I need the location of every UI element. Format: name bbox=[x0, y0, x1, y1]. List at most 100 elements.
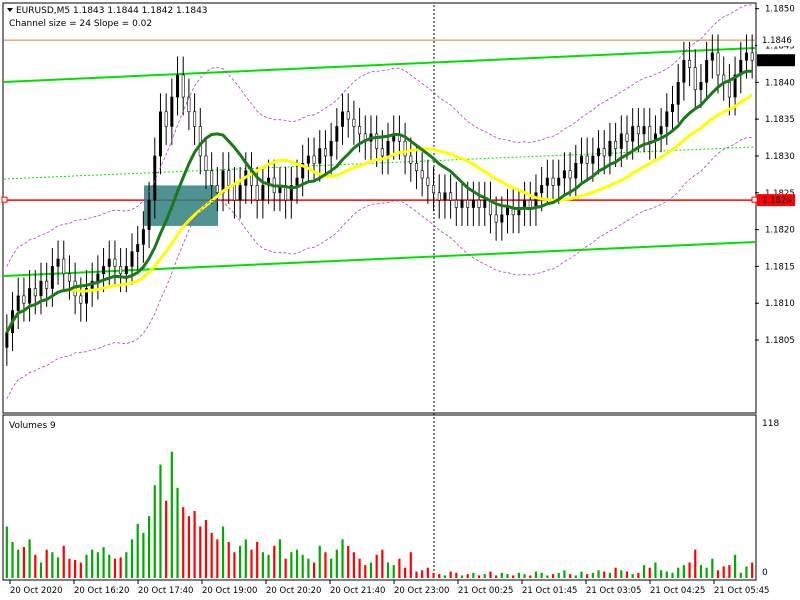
candle-body bbox=[335, 126, 339, 142]
volume-panel-frame bbox=[2, 414, 757, 581]
candle-body bbox=[102, 266, 106, 275]
candle-body bbox=[50, 266, 54, 289]
candle-body bbox=[466, 199, 470, 208]
candle-body bbox=[22, 295, 26, 304]
candle-body bbox=[454, 199, 458, 208]
candle-body bbox=[141, 229, 145, 245]
volume-zero-label: 0 bbox=[762, 568, 768, 578]
candle-body bbox=[409, 155, 413, 164]
x-tick-label: 21 Oct 04:25 bbox=[650, 586, 705, 596]
candle-body bbox=[318, 148, 322, 164]
candle-body bbox=[676, 82, 680, 105]
candle-body bbox=[84, 288, 88, 304]
candle-body bbox=[432, 185, 436, 194]
y-tick-label: 1.1835 bbox=[765, 115, 795, 125]
candle-body bbox=[551, 177, 555, 186]
candle-body bbox=[665, 111, 669, 127]
candle-body bbox=[597, 148, 601, 157]
candle-body bbox=[329, 140, 333, 157]
candle-body bbox=[716, 52, 720, 76]
collapse-triangle-icon[interactable] bbox=[7, 8, 13, 12]
candle-body bbox=[625, 133, 629, 142]
candle-body bbox=[96, 273, 100, 282]
candle-body bbox=[136, 244, 140, 252]
candle-body bbox=[733, 74, 737, 98]
candle-body bbox=[204, 155, 208, 171]
x-tick-label: 20 Oct 19:00 bbox=[202, 586, 257, 596]
candle-body bbox=[147, 199, 151, 230]
support-price-tag: 1.1824 bbox=[762, 196, 792, 206]
candle-body bbox=[659, 126, 663, 135]
candle-body bbox=[528, 199, 532, 208]
candle-body bbox=[585, 155, 589, 164]
candle-body bbox=[557, 177, 561, 186]
candle-body bbox=[341, 111, 345, 127]
candle-body bbox=[67, 273, 71, 282]
candle-body bbox=[591, 155, 595, 164]
x-tick-label: 20 Oct 16:20 bbox=[74, 586, 129, 596]
candle-body bbox=[426, 177, 430, 186]
candle-body bbox=[215, 185, 219, 194]
candle-body bbox=[130, 251, 134, 267]
candle-body bbox=[352, 118, 356, 127]
candle-body bbox=[631, 126, 635, 142]
last-price-tag-bg bbox=[757, 54, 795, 67]
candle-body bbox=[688, 59, 692, 68]
candle-body bbox=[699, 82, 703, 90]
candle-body bbox=[193, 111, 197, 127]
indicator-line: Channel size = 24 Slope = 0.02 bbox=[9, 19, 152, 29]
candle-body bbox=[682, 59, 686, 83]
x-tick-label: 20 Oct 2020 bbox=[10, 586, 63, 596]
candle-body bbox=[574, 163, 578, 179]
x-tick-label: 21 Oct 01:45 bbox=[522, 586, 577, 596]
candle-body bbox=[45, 280, 49, 289]
candle-body bbox=[642, 126, 646, 135]
candle-body bbox=[158, 111, 162, 157]
candle-body bbox=[39, 280, 43, 297]
candle-body bbox=[261, 185, 265, 201]
y-tick-label: 1.1810 bbox=[765, 299, 795, 309]
ma-slow-line bbox=[5, 93, 754, 334]
x-tick-label: 20 Oct 20:20 bbox=[266, 586, 321, 596]
candle-body bbox=[500, 214, 504, 223]
x-tick-label: 20 Oct 21:40 bbox=[330, 586, 385, 596]
x-tick-label: 21 Oct 00:25 bbox=[458, 586, 513, 596]
candle-body bbox=[648, 126, 652, 142]
candle-body bbox=[232, 185, 236, 201]
y-tick-label: 1.1815 bbox=[765, 262, 795, 272]
candle-body bbox=[540, 185, 544, 194]
candle-body bbox=[113, 258, 117, 267]
candle-body bbox=[437, 192, 441, 201]
candle-body bbox=[119, 266, 123, 275]
candle-body bbox=[5, 332, 9, 348]
ma-fast-line bbox=[5, 69, 753, 334]
candle-body bbox=[523, 199, 527, 208]
ask-price-tag-bg bbox=[757, 34, 795, 47]
envelope-lower bbox=[6, 137, 753, 400]
candle-body bbox=[671, 104, 675, 113]
y-tick-label: 1.1825 bbox=[765, 189, 795, 199]
channel-lower bbox=[3, 241, 756, 277]
candle-body bbox=[420, 170, 424, 179]
y-tick-label: 1.1850 bbox=[765, 5, 795, 15]
candle-body bbox=[323, 148, 327, 157]
x-tick-label: 21 Oct 05:45 bbox=[714, 586, 769, 596]
candle-body bbox=[107, 258, 111, 267]
candle-body bbox=[380, 148, 384, 157]
candle-body bbox=[568, 170, 572, 179]
candle-body bbox=[33, 288, 37, 297]
support-price-tag-bg bbox=[757, 194, 795, 207]
candle-body bbox=[176, 74, 180, 98]
x-tick-label: 20 Oct 23:00 bbox=[394, 586, 449, 596]
y-tick-label: 1.1830 bbox=[765, 152, 795, 162]
candle-body bbox=[443, 192, 447, 201]
x-tick-label: 20 Oct 17:40 bbox=[138, 586, 193, 596]
candle-body bbox=[16, 295, 20, 311]
candle-body bbox=[750, 52, 754, 61]
candle-body bbox=[210, 170, 214, 186]
candle-body bbox=[494, 214, 498, 223]
candle-body bbox=[56, 258, 60, 267]
candle-body bbox=[227, 170, 231, 186]
candle-body bbox=[705, 59, 709, 83]
